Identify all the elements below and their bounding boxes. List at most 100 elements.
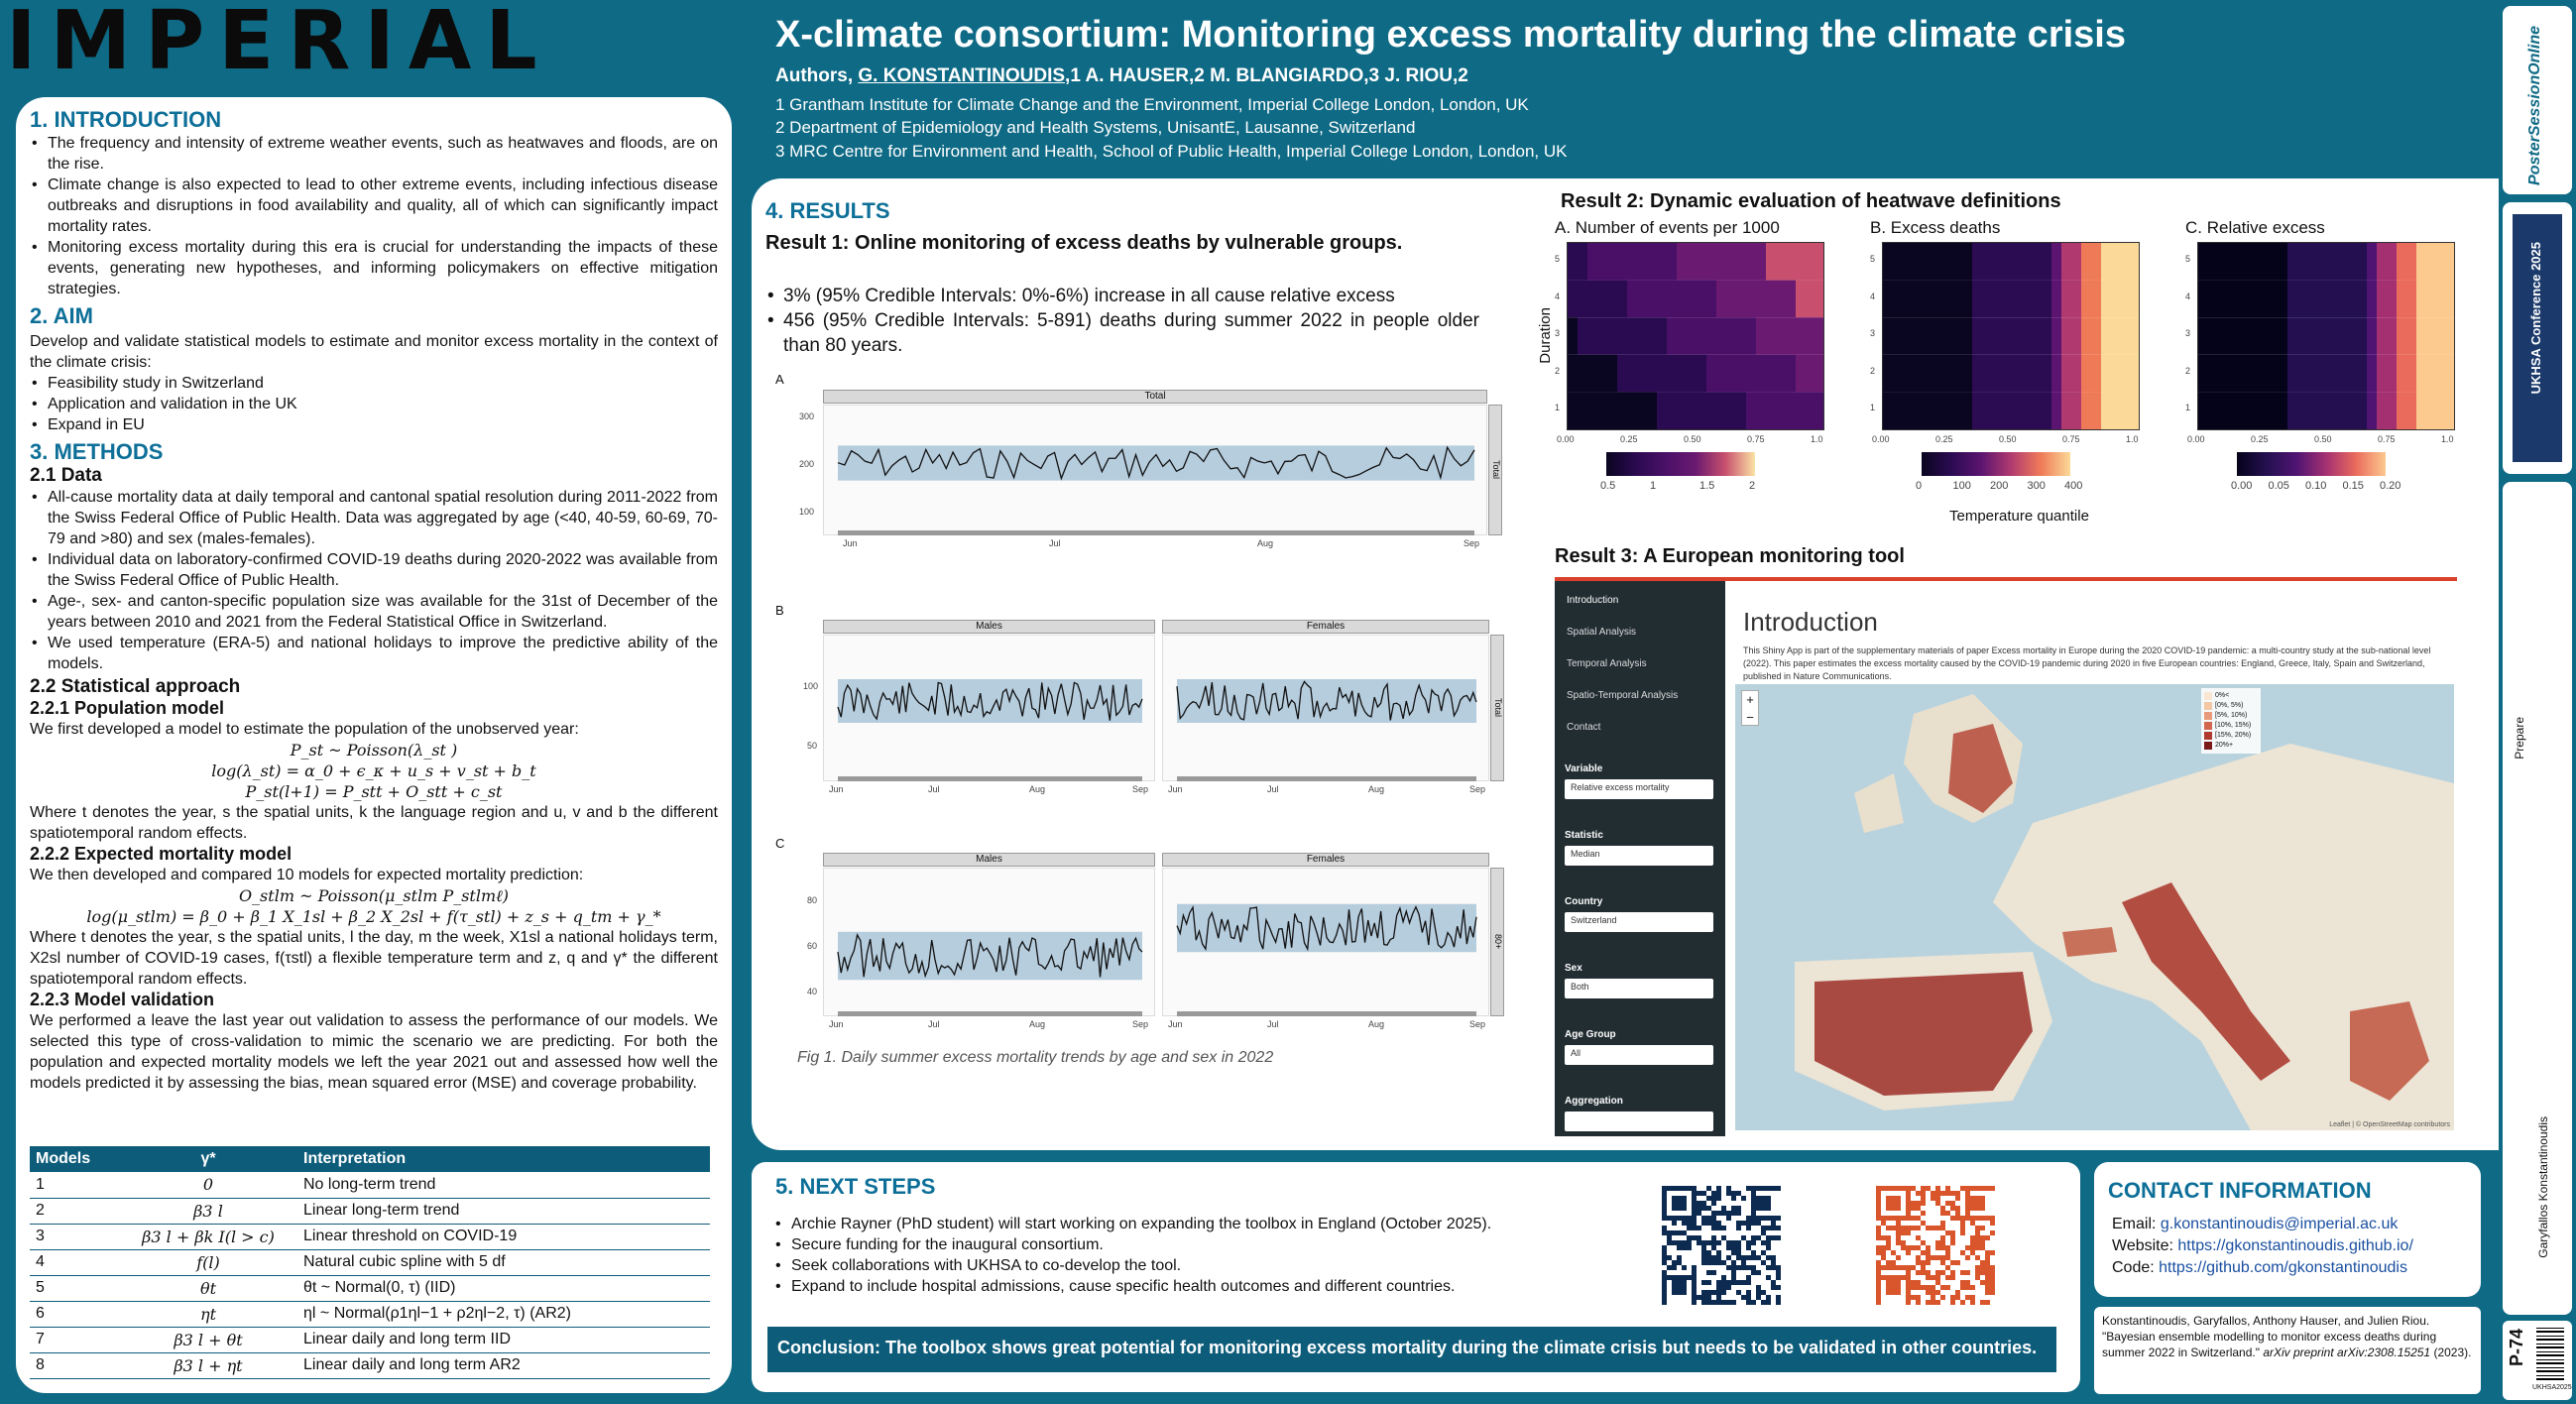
heatmap-title: A. Number of events per 1000 (1555, 218, 1780, 237)
heat-cell (1617, 392, 1627, 429)
xtick: Sep (1132, 784, 1149, 794)
model-term: β3 l + θt (119, 1327, 297, 1353)
app-control-select[interactable]: All (1565, 1045, 1713, 1065)
qr-module (1746, 1275, 1751, 1280)
app-menu-item[interactable]: Spatial Analysis (1567, 627, 1637, 638)
heat-xtick: 0.50 (1684, 434, 1701, 444)
qr-module (1886, 1245, 1891, 1250)
map-shapes (1795, 694, 2454, 1130)
qr-module (1911, 1206, 1916, 1211)
heat-cell (1568, 354, 1578, 393)
heat-cell (2426, 280, 2436, 318)
qr-module (1960, 1285, 1965, 1290)
heat-cell (1746, 280, 1756, 318)
colorbar-tick: 0.20 (2380, 480, 2401, 492)
qr-module (1990, 1275, 1995, 1280)
heat-cell (2327, 392, 2337, 429)
qr-module (1726, 1300, 1731, 1305)
qr-module (1975, 1216, 1980, 1221)
qr-module (1886, 1206, 1891, 1211)
app-menu-item[interactable]: Spatio-Temporal Analysis (1567, 690, 1679, 701)
app-control-select[interactable]: Median (1565, 846, 1713, 866)
contact-panel: CONTACT INFORMATION Email: g.konstantino… (2094, 1162, 2481, 1297)
heat-cell (1697, 354, 1706, 393)
ytick: 40 (807, 987, 818, 996)
qr-module (1940, 1240, 1945, 1245)
qr-module (1692, 1235, 1697, 1240)
qr-module (1906, 1201, 1911, 1206)
qr-module (1682, 1230, 1687, 1235)
app-control-select[interactable]: Relative excess mortality (1565, 779, 1713, 799)
land-ireland (1854, 773, 1904, 833)
qr-module (1662, 1285, 1667, 1290)
qr-module (1960, 1270, 1965, 1275)
qr-module (1975, 1230, 1980, 1235)
qr-module (1886, 1285, 1891, 1290)
qr-module (1771, 1226, 1776, 1230)
europe-map[interactable]: + − 0%< [0%, 5%) [5%, 10%) [10%, 15%) [15%, … (1735, 684, 2454, 1130)
qr-code-github[interactable] (1876, 1186, 1995, 1305)
qr-module (1911, 1186, 1916, 1191)
authors-prefix: Authors, (775, 65, 859, 86)
qr-module (1891, 1186, 1896, 1191)
qr-module (1906, 1265, 1911, 1270)
heat-cell (2218, 354, 2228, 393)
qr-module (1662, 1295, 1667, 1300)
heat-cell (2347, 392, 2357, 429)
heat-cell (2357, 243, 2367, 281)
intro-bullet: Monitoring excess mortality during this … (30, 237, 718, 299)
credible-band (838, 931, 1142, 981)
ytick: 200 (799, 459, 815, 469)
app-control-select[interactable] (1565, 1112, 1713, 1131)
qr-module (1662, 1270, 1667, 1275)
region-greece (2350, 1001, 2429, 1101)
xtick: Jun (843, 538, 858, 548)
code-link[interactable]: https://github.com/gkonstantinoudis (2159, 1259, 2407, 1276)
heat-cell (2387, 317, 2397, 355)
email-link[interactable]: g.konstantinoudis@imperial.ac.uk (2160, 1216, 2399, 1232)
qr-module (1980, 1270, 1985, 1275)
conf-badge: UKHSA Conference 2025 (2503, 202, 2572, 474)
qr-code-website[interactable] (1662, 1186, 1781, 1305)
app-menu-item[interactable]: Introduction (1567, 595, 1619, 606)
qr-module (1731, 1275, 1736, 1280)
qr-module (1706, 1260, 1711, 1265)
heat-cell (1883, 243, 1893, 281)
table-row: 8 β3 l + ηt Linear daily and long term AR2 (30, 1352, 710, 1379)
map-legend-row: [5%, 10%) (2204, 711, 2258, 721)
heatmap-title: B. Excess deaths (1870, 218, 2001, 237)
qr-module (1965, 1270, 1970, 1275)
heat-cell (1952, 280, 1962, 318)
website-link[interactable]: https://gkonstantinoudis.github.io/ (2177, 1237, 2413, 1254)
colorbar-tick: 1 (1650, 480, 1657, 492)
app-control-select[interactable]: Both (1565, 979, 1713, 998)
qr-module (1716, 1250, 1721, 1255)
heat-cell (2387, 354, 2397, 393)
heat-cell (2002, 354, 2012, 393)
qr-module (1711, 1196, 1716, 1201)
heat-cell (2406, 392, 2416, 429)
qr-module (1731, 1260, 1736, 1265)
app-control-select[interactable]: Switzerland (1565, 912, 1713, 932)
qr-module (1706, 1196, 1711, 1201)
qr-module (1706, 1300, 1711, 1305)
heat-cell (2198, 354, 2208, 393)
zoom-in-button[interactable]: + (1746, 692, 1754, 707)
qr-module (1970, 1300, 1975, 1305)
poster-code: P-74 (2507, 1329, 2526, 1367)
exp-heading: 2.2.2 Expected mortality model (30, 844, 293, 864)
qr-module (1970, 1240, 1975, 1245)
qr-module (1692, 1290, 1697, 1295)
qr-module (1985, 1250, 1990, 1255)
result1-bullet: 3% (95% Credible Intervals: 0%-6%) incre… (765, 284, 1479, 308)
heat-cell (2387, 392, 2397, 429)
app-menu-item[interactable]: Temporal Analysis (1567, 658, 1647, 669)
zoom-out-button[interactable]: − (1746, 710, 1754, 725)
qr-module (1921, 1201, 1926, 1206)
observed-line (1176, 904, 1477, 952)
qr-module (1935, 1196, 1940, 1201)
heat-cell (2131, 354, 2141, 393)
data-heading: 2.1 Data (30, 465, 102, 486)
qr-module (1711, 1201, 1716, 1206)
app-menu-item[interactable]: Contact (1567, 722, 1601, 733)
